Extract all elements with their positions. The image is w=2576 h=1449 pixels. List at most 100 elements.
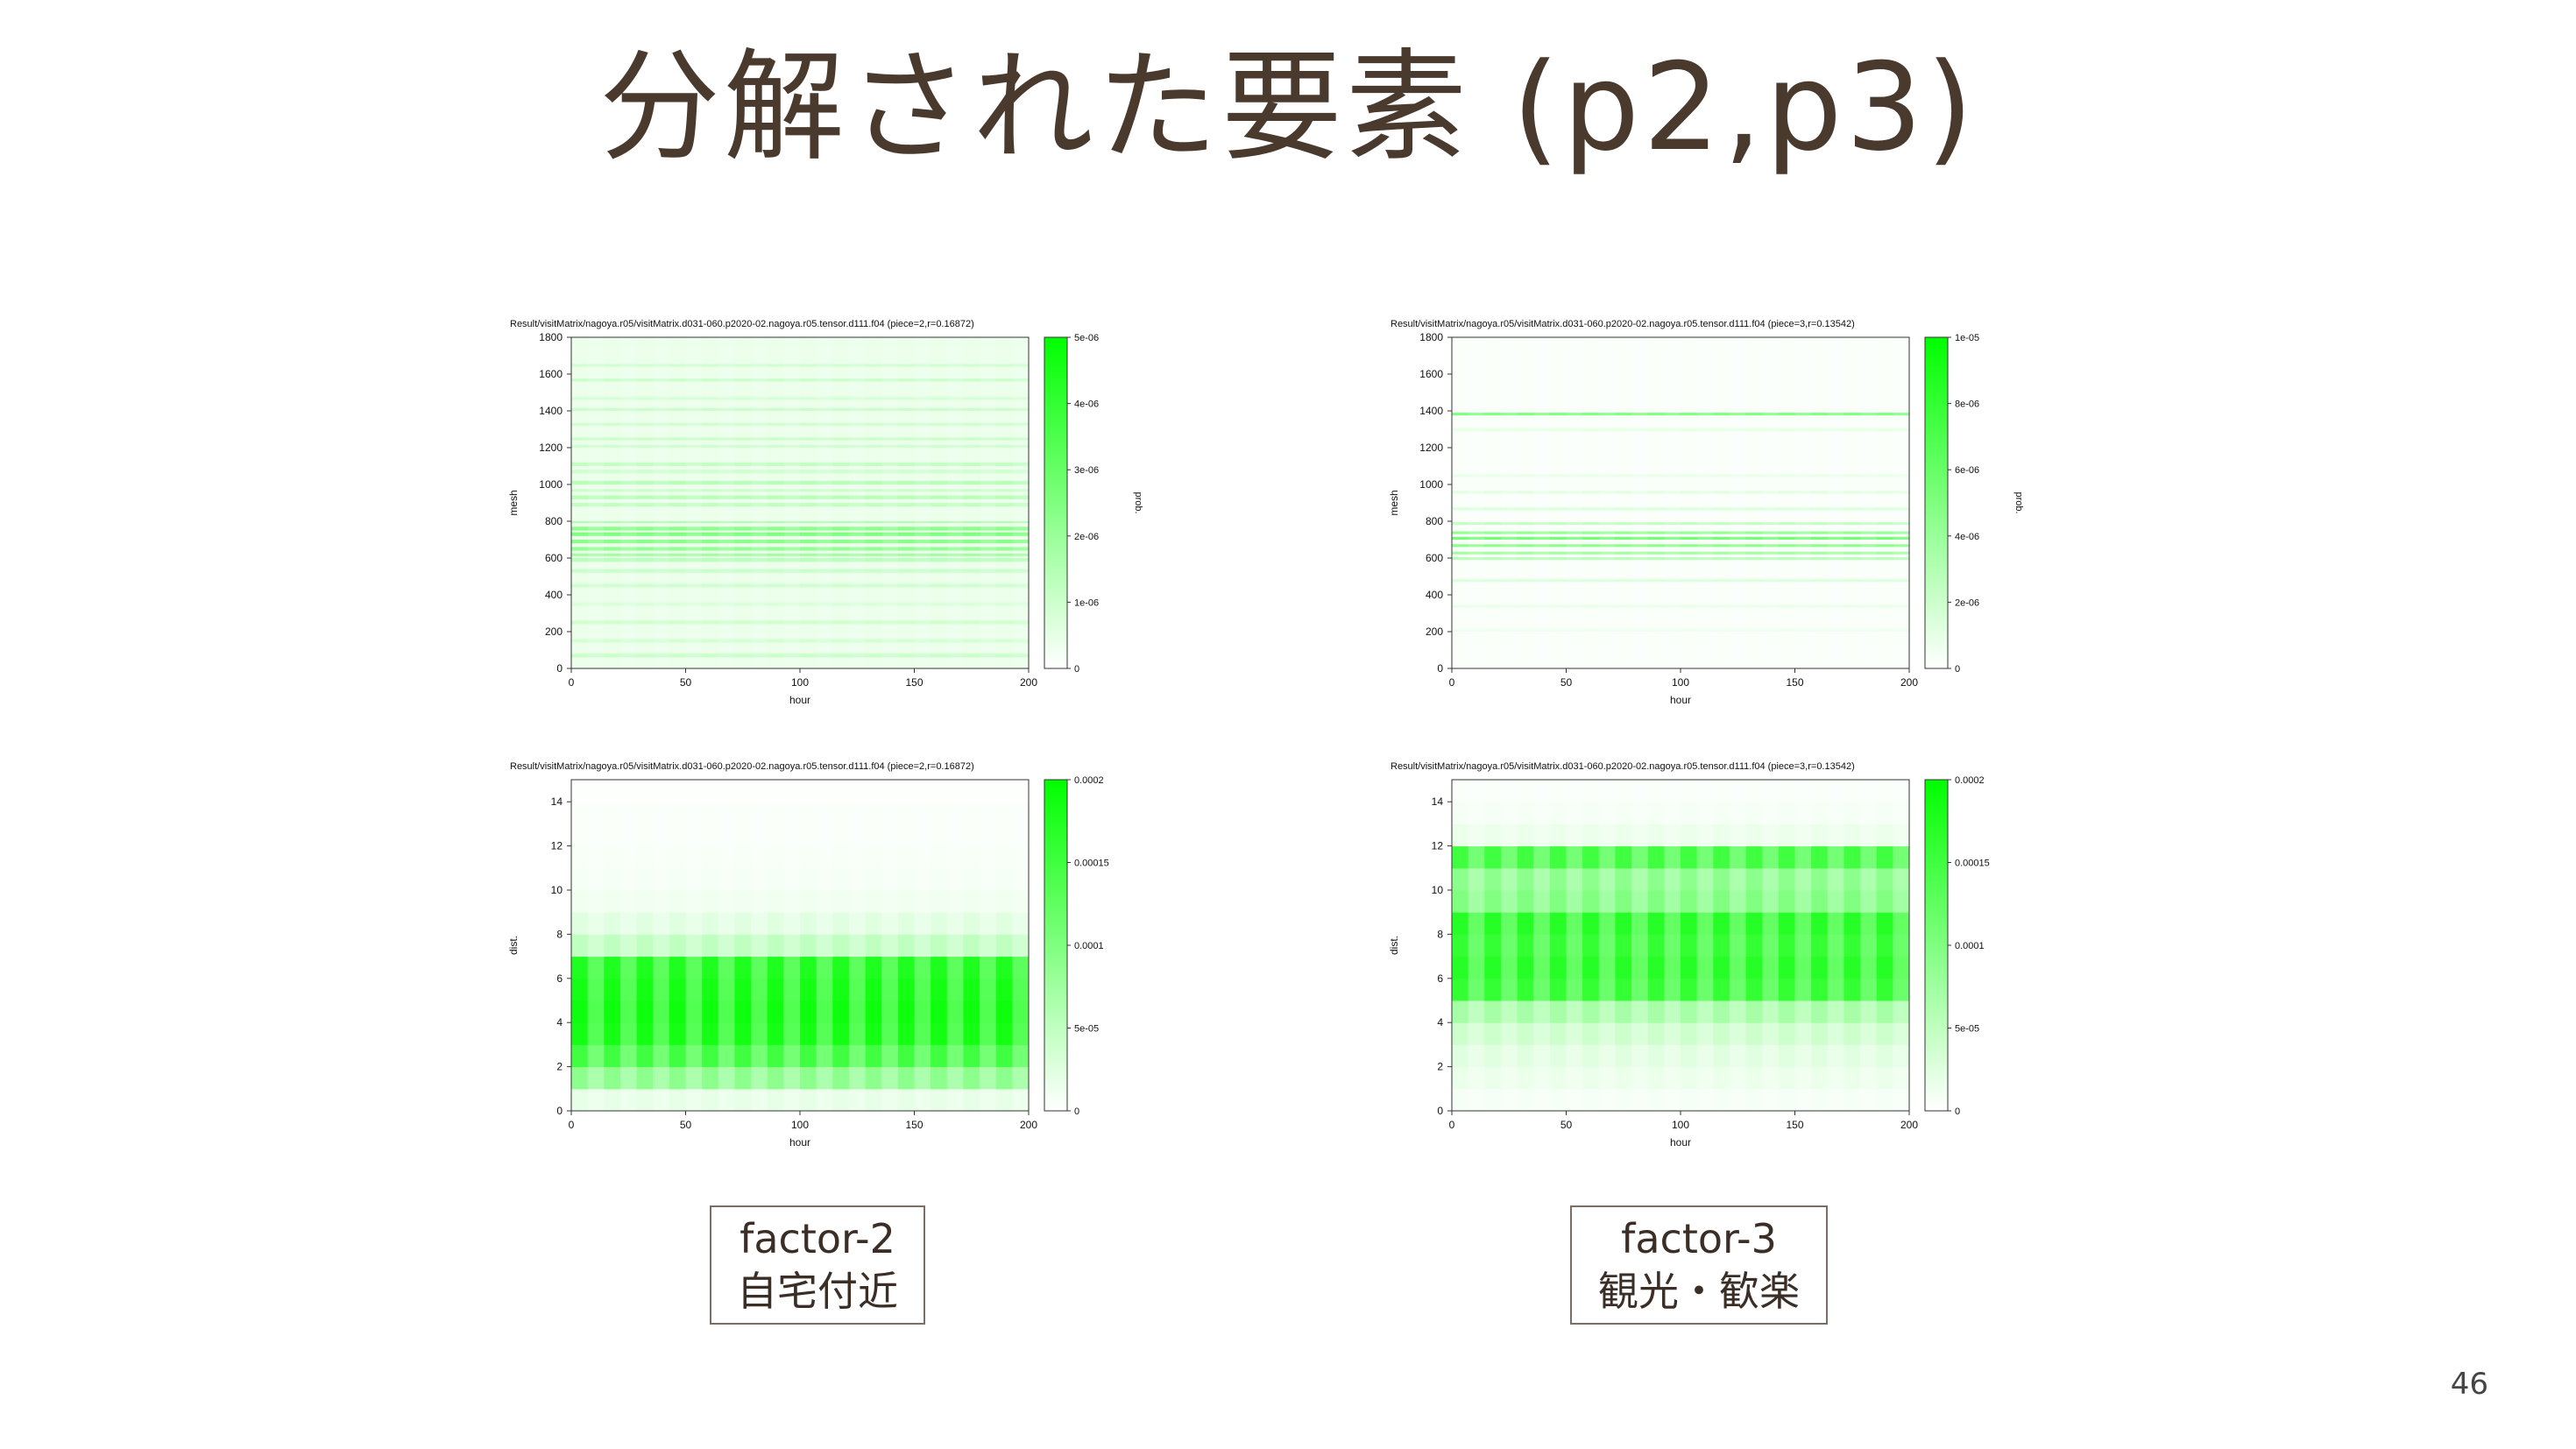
heatmap-cell — [718, 489, 735, 492]
heatmap-cell — [1664, 890, 1681, 913]
heatmap-cell — [604, 407, 621, 411]
heatmap-cell — [914, 378, 931, 382]
heatmap-cell — [881, 480, 899, 484]
heatmap-cell — [734, 547, 752, 551]
heatmap-cell — [767, 978, 784, 1001]
heatmap-cell — [865, 397, 882, 400]
heatmap-cell — [571, 934, 589, 958]
heatmap-cell — [669, 867, 686, 891]
heatmap-cell — [751, 547, 768, 551]
heatmap-cell — [865, 890, 882, 913]
heatmap-cell — [1860, 802, 1878, 824]
heatmap-cell — [1860, 845, 1878, 869]
heatmap-cell — [946, 470, 964, 474]
heatmap-cell — [1778, 780, 1795, 802]
heatmap-cell — [1844, 978, 1861, 1001]
heatmap-cell — [1615, 802, 1632, 824]
heatmap-cell — [653, 397, 670, 400]
heatmap-cell — [1452, 544, 1469, 548]
heatmap-cell — [1566, 604, 1583, 608]
heatmap-cell — [783, 1022, 801, 1045]
heatmap-cell — [734, 495, 752, 499]
heatmap-cell — [587, 1000, 605, 1023]
heatmap-cell — [881, 547, 899, 551]
heatmap-cell — [669, 437, 686, 441]
heatmap-cell — [832, 378, 850, 382]
heatmap-cell — [653, 1066, 670, 1090]
heatmap-cell — [1778, 428, 1795, 432]
heatmap-cell — [963, 654, 980, 658]
heatmap-cell — [1794, 934, 1812, 958]
heatmap-cell — [1893, 474, 1910, 477]
heatmap-cell — [800, 1044, 817, 1068]
heatmap-cell — [816, 527, 833, 531]
heatmap-cell — [702, 867, 719, 891]
heatmap-cell — [685, 521, 703, 524]
heatmap-cell — [995, 527, 1013, 531]
heatmap-cell — [914, 654, 931, 658]
heatmap-cell — [783, 654, 801, 658]
heatmap-cell — [1012, 540, 1030, 544]
heatmap-cell — [881, 462, 899, 466]
heatmap-cell — [1549, 845, 1567, 869]
heatmap-cell — [1582, 956, 1600, 979]
heatmap-cell — [914, 956, 931, 979]
heatmap-cell — [1664, 628, 1681, 632]
heatmap-cell — [1549, 531, 1567, 534]
heatmap-cell — [1012, 654, 1030, 658]
heatmap-cell — [865, 845, 882, 869]
heatmap-cell — [914, 444, 931, 448]
heatmap-cell — [1794, 845, 1812, 869]
heatmap-cell — [653, 540, 670, 544]
heatmap-cell — [619, 1022, 638, 1045]
heatmap-cell — [1598, 1000, 1616, 1023]
heatmap-cell — [653, 527, 670, 531]
heatmap-cell — [1811, 507, 1829, 511]
heatmap-cell — [669, 378, 686, 382]
heatmap-cell — [995, 956, 1013, 979]
heatmap-cell — [734, 378, 752, 382]
heatmap-cell — [1893, 867, 1910, 891]
heatmap-cell — [1582, 628, 1600, 632]
heatmap-cell — [1681, 1022, 1698, 1045]
heatmap-cell — [1893, 912, 1910, 935]
heatmap-cell — [1876, 628, 1893, 632]
heatmap-cell — [669, 503, 686, 507]
heatmap-cell — [1582, 551, 1600, 555]
heatmap-cell — [816, 890, 833, 913]
heatmap-cell — [604, 532, 621, 536]
heatmap-cell — [1615, 867, 1632, 891]
heatmap-cell — [587, 521, 605, 524]
heatmap-cell — [734, 583, 752, 588]
heatmap-cell — [865, 569, 882, 573]
heatmap-cell — [702, 540, 719, 544]
heatmap-cell — [881, 802, 899, 824]
heatmap-cell — [1713, 867, 1730, 891]
heatmap-cell — [1681, 507, 1698, 511]
heatmap-cell — [1631, 428, 1649, 432]
heatmap-cell — [669, 397, 686, 400]
heatmap-cell — [636, 1000, 654, 1023]
heatmap-cell — [702, 845, 719, 869]
heatmap-cell — [946, 802, 964, 824]
heatmap-cell — [1452, 956, 1469, 979]
heatmap-cell — [848, 583, 867, 588]
heatmap-cell — [1696, 428, 1714, 432]
heatmap-cell — [848, 620, 867, 625]
heatmap-cell — [1452, 912, 1469, 935]
heatmap-cell — [734, 444, 752, 448]
heatmap-cell — [995, 569, 1013, 573]
x-tick-label: 0 — [1449, 676, 1455, 689]
heatmap-cell — [1745, 1022, 1763, 1045]
heatmap-cell — [1533, 1066, 1551, 1090]
heatmap-cell — [1598, 337, 1616, 668]
heatmap-cell — [832, 527, 850, 531]
heatmap-cell — [718, 912, 735, 935]
heatmap-cell — [653, 521, 670, 524]
heatmap-cell — [1012, 569, 1030, 573]
heatmap-cell — [946, 378, 964, 382]
heatmap-cell — [1811, 604, 1829, 608]
heatmap-cell — [946, 780, 964, 802]
heatmap-cell — [816, 462, 833, 466]
heatmap-cell — [1729, 522, 1747, 526]
